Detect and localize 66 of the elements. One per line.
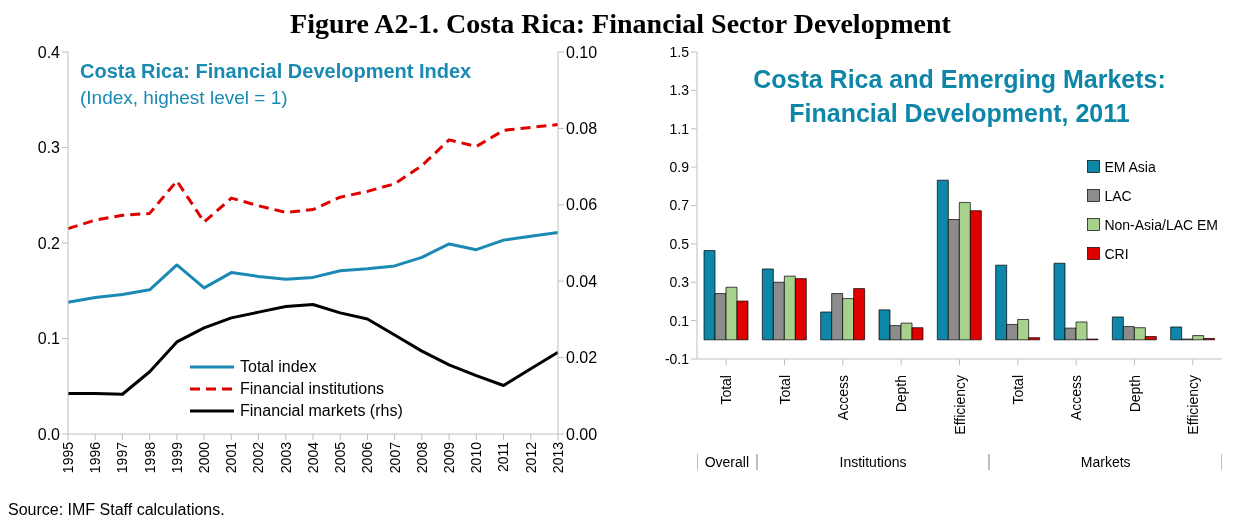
x-tick-label: 2008 bbox=[413, 441, 430, 474]
x-tick-label: 2013 bbox=[549, 441, 566, 474]
source-note: Source: IMF Staff calculations. bbox=[8, 501, 225, 519]
x-tick-label: 2007 bbox=[386, 441, 403, 474]
y-tick-label: 0.2 bbox=[37, 234, 61, 252]
x-tick-label: 2006 bbox=[359, 441, 376, 474]
y-tick-label: 0.4 bbox=[37, 43, 61, 61]
y2-tick-label: 0.08 bbox=[566, 120, 598, 138]
x-tick-label: Access bbox=[1068, 375, 1085, 421]
chart-title: Costa Rica: Financial Development Index bbox=[80, 60, 472, 83]
x-tick-label: 2011 bbox=[495, 441, 512, 473]
y-tick-label: 0.7 bbox=[669, 197, 690, 214]
legend-label: Financial institutions bbox=[240, 380, 385, 398]
x-tick-label: 1996 bbox=[87, 441, 104, 474]
text: Overall bbox=[697, 454, 757, 470]
text: Institutions bbox=[756, 454, 990, 470]
y-tick-label: 0.9 bbox=[669, 159, 690, 176]
x-tick-label: 2010 bbox=[468, 441, 485, 474]
legend-label: Financial markets (rhs) bbox=[240, 402, 403, 420]
text: Markets bbox=[989, 454, 1223, 470]
line-series bbox=[66, 303, 560, 396]
y2-tick-label: 0.06 bbox=[566, 196, 598, 214]
line-series bbox=[66, 231, 560, 304]
x-tick-label: 2009 bbox=[441, 441, 458, 474]
x-tick-label: 1998 bbox=[141, 441, 158, 474]
y2-tick-label: 0.10 bbox=[566, 43, 598, 61]
y2-tick-label: 0.04 bbox=[566, 272, 598, 290]
x-tick-label: Access bbox=[834, 375, 851, 421]
y-tick-label: 1.1 bbox=[669, 120, 690, 137]
y-tick-label: 0.1 bbox=[669, 312, 690, 329]
legend-label: Total index bbox=[240, 358, 317, 376]
x-tick-label: Total bbox=[1009, 375, 1026, 405]
x-tick-label: Depth bbox=[1126, 375, 1143, 413]
legend-label: Non-Asia/LAC EM bbox=[1104, 216, 1218, 233]
line-series bbox=[66, 123, 560, 231]
y-tick-label: 1.5 bbox=[669, 43, 690, 60]
y-tick-label: 0.3 bbox=[669, 274, 690, 291]
y-tick-label: 0.1 bbox=[37, 330, 61, 348]
x-tick-label: 2001 bbox=[223, 441, 240, 474]
caption: Figure A2-1. Costa Rica: Financial Sector Development bbox=[289, 8, 952, 41]
y-tick-label: 1.3 bbox=[669, 82, 690, 99]
y-tick-label: 0.3 bbox=[37, 139, 61, 157]
y-tick-label: 0.5 bbox=[669, 235, 690, 252]
y2-tick-label: 0.00 bbox=[566, 425, 598, 443]
legend-label: LAC bbox=[1104, 187, 1132, 204]
x-tick-label: 2005 bbox=[332, 441, 349, 474]
x-tick-label: 2003 bbox=[277, 441, 294, 474]
text: (Index, highest level = 1) bbox=[80, 87, 289, 109]
x-tick-label: 1995 bbox=[59, 441, 76, 474]
x-tick-label: 2002 bbox=[250, 441, 267, 474]
x-tick-label: 2004 bbox=[304, 441, 321, 474]
x-tick-label: Depth bbox=[893, 375, 910, 413]
x-tick-label: 1999 bbox=[168, 441, 185, 474]
x-tick-label: Efficiency bbox=[1184, 375, 1201, 435]
x-tick-label: 1997 bbox=[114, 441, 131, 474]
x-tick-label: Efficiency bbox=[951, 375, 968, 435]
x-tick-label: Total bbox=[718, 375, 735, 405]
y-tick-label: -0.1 bbox=[664, 350, 690, 367]
x-tick-label: Total bbox=[776, 375, 793, 405]
text: Costa Rica and Emerging Markets: Financial Development, 2011 bbox=[752, 64, 1167, 129]
legend-label: CRI bbox=[1104, 245, 1129, 262]
y2-tick-label: 0.02 bbox=[566, 349, 598, 367]
x-tick-label: 2012 bbox=[522, 441, 539, 474]
y-tick-label: 0.0 bbox=[37, 425, 61, 443]
x-tick-label: 2000 bbox=[196, 441, 213, 474]
legend-label: EM Asia bbox=[1104, 158, 1156, 175]
